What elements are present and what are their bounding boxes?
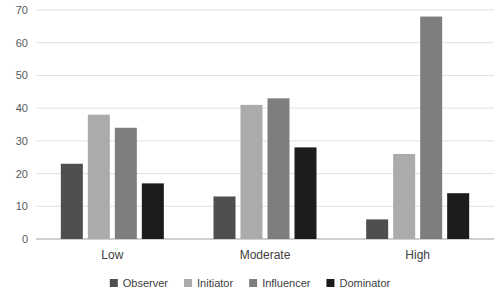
category-label: Low [101,248,123,262]
legend: Observer Initiator Influencer Dominator [110,277,391,289]
bar [366,219,388,239]
category-label: High [405,248,430,262]
bar [393,154,415,239]
legend-label: Initiator [197,277,233,289]
legend-swatch [110,279,118,287]
legend-swatch [249,279,257,287]
bar [214,196,236,239]
category-label: Moderate [240,248,291,262]
chart: 0 10 20 30 40 50 60 70 Low Moderate High Observer In… [0,0,500,294]
legend-label: Dominator [339,277,390,289]
tick-label: 10 [16,200,28,212]
legend-swatch [326,279,334,287]
bar [61,164,83,239]
tick-label: 0 [22,233,28,245]
bar [142,183,164,239]
grid-line [36,10,494,11]
bar [88,115,110,239]
bar [447,193,469,239]
tick-label: 70 [16,4,28,16]
bar [268,98,290,239]
bar [115,128,137,239]
legend-label: Influencer [262,277,311,289]
bars [61,17,469,239]
tick-label: 30 [16,135,28,147]
legend-label: Observer [123,277,169,289]
bar [420,17,442,239]
tick-label: 40 [16,102,28,114]
bar [241,105,263,239]
tick-label: 60 [16,37,28,49]
legend-swatch [184,279,192,287]
tick-label: 20 [16,168,28,180]
bar [295,147,317,239]
tick-label: 50 [16,69,28,81]
